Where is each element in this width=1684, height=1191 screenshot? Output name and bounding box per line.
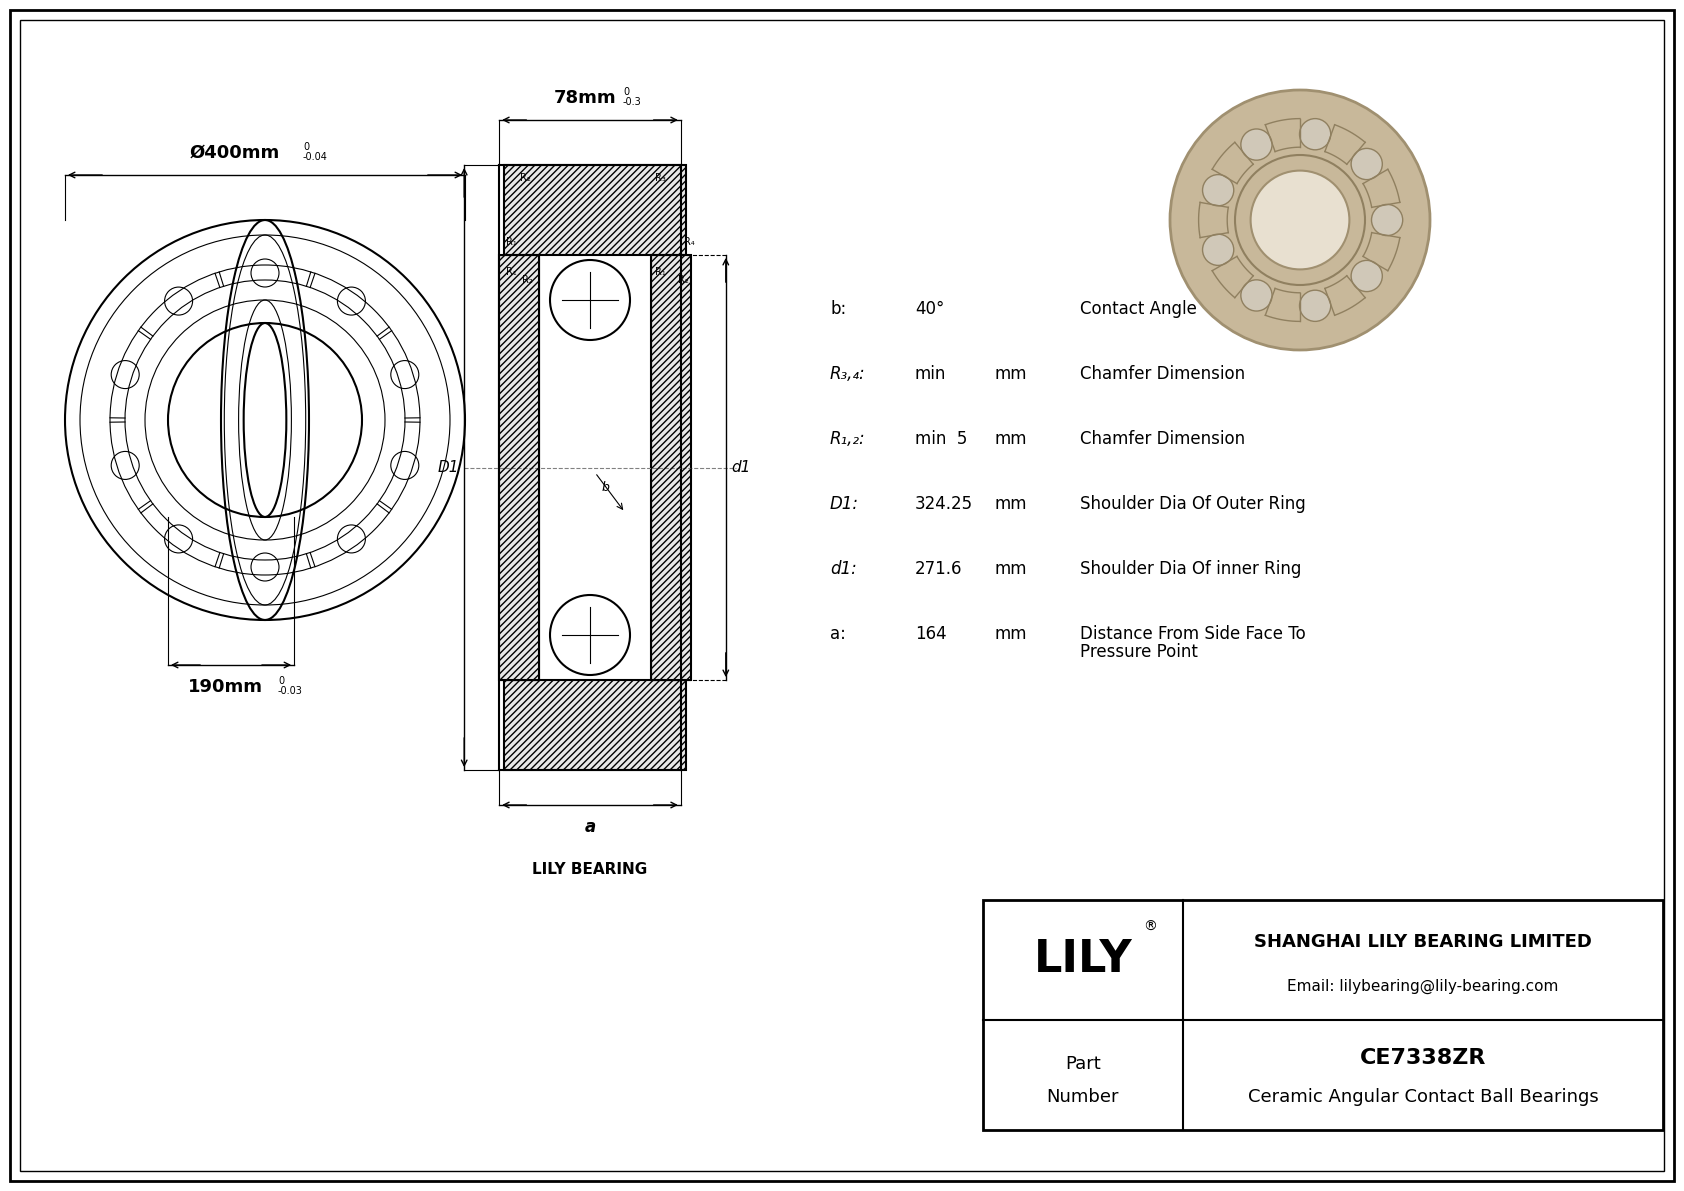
Text: R₂: R₂ bbox=[520, 173, 530, 183]
Text: b: b bbox=[601, 481, 610, 494]
Bar bbox=[498, 255, 539, 680]
Bar bbox=[504, 166, 685, 255]
Circle shape bbox=[1300, 291, 1330, 322]
Circle shape bbox=[1170, 91, 1430, 350]
Text: D1:: D1: bbox=[830, 495, 859, 513]
Text: min  5: min 5 bbox=[914, 430, 967, 448]
Text: Part: Part bbox=[1064, 1055, 1101, 1073]
Text: mm: mm bbox=[995, 430, 1027, 448]
Bar bbox=[504, 166, 685, 255]
Text: R₁: R₁ bbox=[507, 267, 517, 278]
Text: Contact Angle: Contact Angle bbox=[1079, 300, 1197, 318]
Text: d1:: d1: bbox=[830, 560, 857, 578]
Text: CE7338ZR: CE7338ZR bbox=[1359, 1048, 1487, 1068]
Circle shape bbox=[1241, 129, 1271, 160]
Text: d1: d1 bbox=[731, 460, 749, 475]
Text: D1: D1 bbox=[438, 460, 460, 475]
Bar bbox=[983, 900, 1664, 1130]
Text: -0.3: -0.3 bbox=[623, 96, 642, 107]
Bar bbox=[650, 255, 690, 680]
Circle shape bbox=[1251, 170, 1349, 269]
Text: min: min bbox=[914, 364, 946, 384]
Text: R₃,₄:: R₃,₄: bbox=[830, 364, 866, 384]
Circle shape bbox=[1202, 175, 1234, 206]
Text: -0.04: -0.04 bbox=[303, 152, 328, 162]
Text: Ceramic Angular Contact Ball Bearings: Ceramic Angular Contact Ball Bearings bbox=[1248, 1089, 1598, 1106]
Text: Distance From Side Face To: Distance From Side Face To bbox=[1079, 625, 1305, 643]
Text: mm: mm bbox=[995, 495, 1027, 513]
Text: R₁: R₁ bbox=[507, 237, 517, 247]
Text: Email: lilybearing@lily-bearing.com: Email: lilybearing@lily-bearing.com bbox=[1287, 979, 1559, 994]
Text: Ø400mm: Ø400mm bbox=[190, 144, 280, 162]
Text: Chamfer Dimension: Chamfer Dimension bbox=[1079, 364, 1244, 384]
Bar bbox=[504, 680, 685, 771]
Text: R₂: R₂ bbox=[522, 275, 532, 285]
Text: R₁: R₁ bbox=[655, 267, 665, 278]
Text: b:: b: bbox=[830, 300, 847, 318]
Text: ®: ® bbox=[1143, 919, 1157, 934]
Circle shape bbox=[1351, 149, 1383, 180]
Text: Shoulder Dia Of Outer Ring: Shoulder Dia Of Outer Ring bbox=[1079, 495, 1305, 513]
Circle shape bbox=[1241, 280, 1271, 311]
Text: 271.6: 271.6 bbox=[914, 560, 963, 578]
Text: -0.03: -0.03 bbox=[278, 686, 303, 696]
Text: 190mm: 190mm bbox=[187, 678, 263, 696]
Text: LILY: LILY bbox=[1034, 939, 1132, 981]
Text: mm: mm bbox=[995, 625, 1027, 643]
Text: 0: 0 bbox=[623, 87, 630, 96]
Circle shape bbox=[1300, 119, 1330, 150]
Text: LILY BEARING: LILY BEARING bbox=[532, 862, 648, 878]
Text: 0: 0 bbox=[278, 676, 285, 686]
Text: R₁,₂:: R₁,₂: bbox=[830, 430, 866, 448]
Text: Chamfer Dimension: Chamfer Dimension bbox=[1079, 430, 1244, 448]
Text: 0: 0 bbox=[303, 142, 310, 152]
Text: SHANGHAI LILY BEARING LIMITED: SHANGHAI LILY BEARING LIMITED bbox=[1255, 933, 1591, 950]
Text: mm: mm bbox=[995, 364, 1027, 384]
Bar bbox=[498, 255, 539, 680]
Text: Number: Number bbox=[1047, 1089, 1120, 1106]
Text: 78mm: 78mm bbox=[554, 89, 616, 107]
Bar bbox=[650, 255, 690, 680]
Text: mm: mm bbox=[995, 560, 1027, 578]
Circle shape bbox=[1371, 205, 1403, 236]
Bar bbox=[504, 680, 685, 771]
Circle shape bbox=[1351, 261, 1383, 292]
Text: Pressure Point: Pressure Point bbox=[1079, 643, 1197, 661]
Text: R₂: R₂ bbox=[677, 275, 689, 285]
Circle shape bbox=[1202, 235, 1234, 266]
Text: 40°: 40° bbox=[914, 300, 945, 318]
Text: Shoulder Dia Of inner Ring: Shoulder Dia Of inner Ring bbox=[1079, 560, 1302, 578]
Text: R₃: R₃ bbox=[655, 173, 665, 183]
Text: a:: a: bbox=[830, 625, 845, 643]
Text: 324.25: 324.25 bbox=[914, 495, 973, 513]
Text: a: a bbox=[584, 818, 596, 836]
Text: R₄: R₄ bbox=[684, 237, 694, 247]
Text: 164: 164 bbox=[914, 625, 946, 643]
